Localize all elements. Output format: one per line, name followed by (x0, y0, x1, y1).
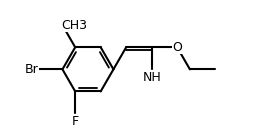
Text: Br: Br (24, 63, 38, 76)
Text: NH: NH (142, 71, 161, 84)
Text: F: F (72, 115, 79, 128)
Text: O: O (172, 41, 182, 54)
Text: CH3: CH3 (61, 19, 87, 32)
